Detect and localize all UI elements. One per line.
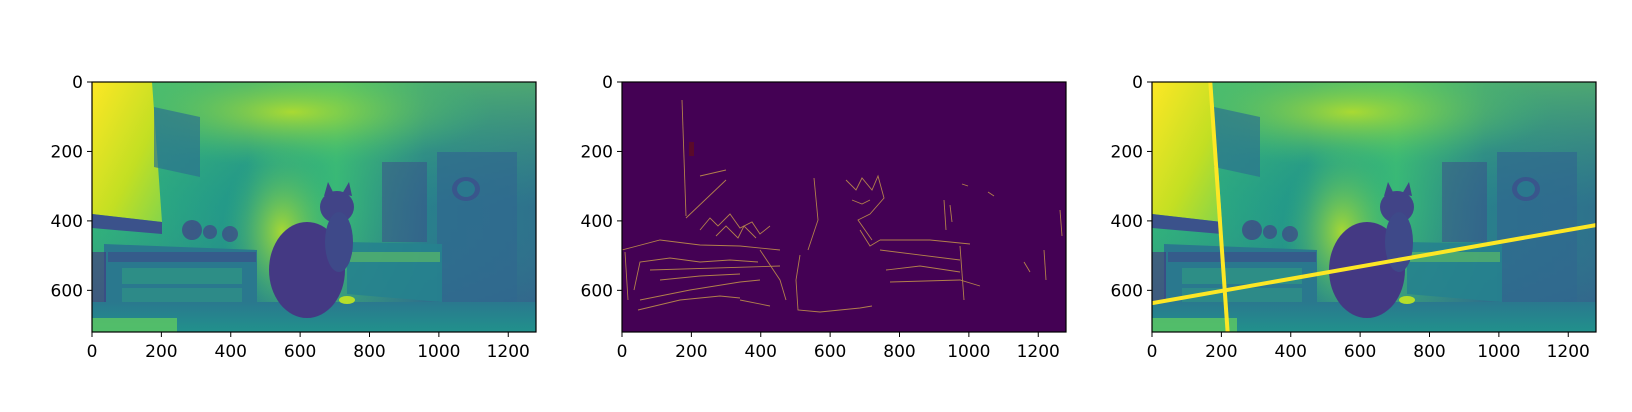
y-tick-label: 400 <box>581 212 613 232</box>
panel-1-original-image: 0 200 400 600 800 1000 1200 0 200 400 600 <box>51 73 537 362</box>
y-tick-label: 400 <box>51 212 83 232</box>
y-tick-label: 600 <box>51 281 83 301</box>
detected-line <box>1152 223 1596 306</box>
x-tick-label: 0 <box>1147 342 1158 362</box>
y-tick-label: 200 <box>1111 142 1143 162</box>
x-tick-label: 0 <box>617 342 628 362</box>
panel-2-marker <box>689 142 694 156</box>
panel-1-axes: 0 200 400 600 800 1000 1200 0 200 400 600 <box>51 73 530 362</box>
y-tick-label: 600 <box>1111 281 1143 301</box>
panel-1-frame <box>91 81 537 333</box>
x-tick-label: 400 <box>745 342 777 362</box>
panel-2-axes: 0 200 400 600 800 1000 1200 0 200 400 600 <box>581 73 1060 362</box>
panel-3-axes: 0 200 400 600 800 1000 1200 0 200 400 600 <box>1111 73 1590 362</box>
x-tick-label: 800 <box>353 342 385 362</box>
x-tick-label: 1200 <box>1017 342 1060 362</box>
x-tick-label: 600 <box>814 342 846 362</box>
x-tick-label: 1200 <box>1547 342 1590 362</box>
panel-2-edges <box>622 99 1063 313</box>
x-tick-label: 800 <box>1413 342 1445 362</box>
y-tick-label: 400 <box>1111 212 1143 232</box>
x-tick-label: 600 <box>284 342 316 362</box>
panel-3-image-with-lines: 0 200 400 600 800 1000 1200 0 200 400 600 <box>1111 73 1597 362</box>
x-tick-label: 800 <box>883 342 915 362</box>
x-tick-label: 200 <box>675 342 707 362</box>
x-tick-label: 200 <box>1205 342 1237 362</box>
x-tick-label: 1200 <box>487 342 530 362</box>
x-tick-label: 200 <box>145 342 177 362</box>
panel-2-edge-image: 0 200 400 600 800 1000 1200 0 200 400 600 <box>581 73 1067 362</box>
panel-1-image <box>92 82 536 332</box>
y-tick-label: 200 <box>51 142 83 162</box>
panel-2-frame <box>621 81 1067 333</box>
x-tick-label: 1000 <box>1477 342 1520 362</box>
x-tick-label: 600 <box>1344 342 1376 362</box>
panel-3-frame <box>1151 81 1597 333</box>
y-tick-label: 0 <box>1132 73 1143 93</box>
panel-2-background <box>622 82 1066 332</box>
y-tick-label: 0 <box>72 73 83 93</box>
y-tick-label: 600 <box>581 281 613 301</box>
y-tick-label: 0 <box>602 73 613 93</box>
panel-3-detected-lines <box>1152 82 1596 332</box>
y-tick-label: 200 <box>581 142 613 162</box>
x-tick-label: 400 <box>1275 342 1307 362</box>
x-tick-label: 1000 <box>947 342 990 362</box>
x-tick-label: 400 <box>215 342 247 362</box>
x-tick-label: 0 <box>87 342 98 362</box>
x-tick-label: 1000 <box>417 342 460 362</box>
